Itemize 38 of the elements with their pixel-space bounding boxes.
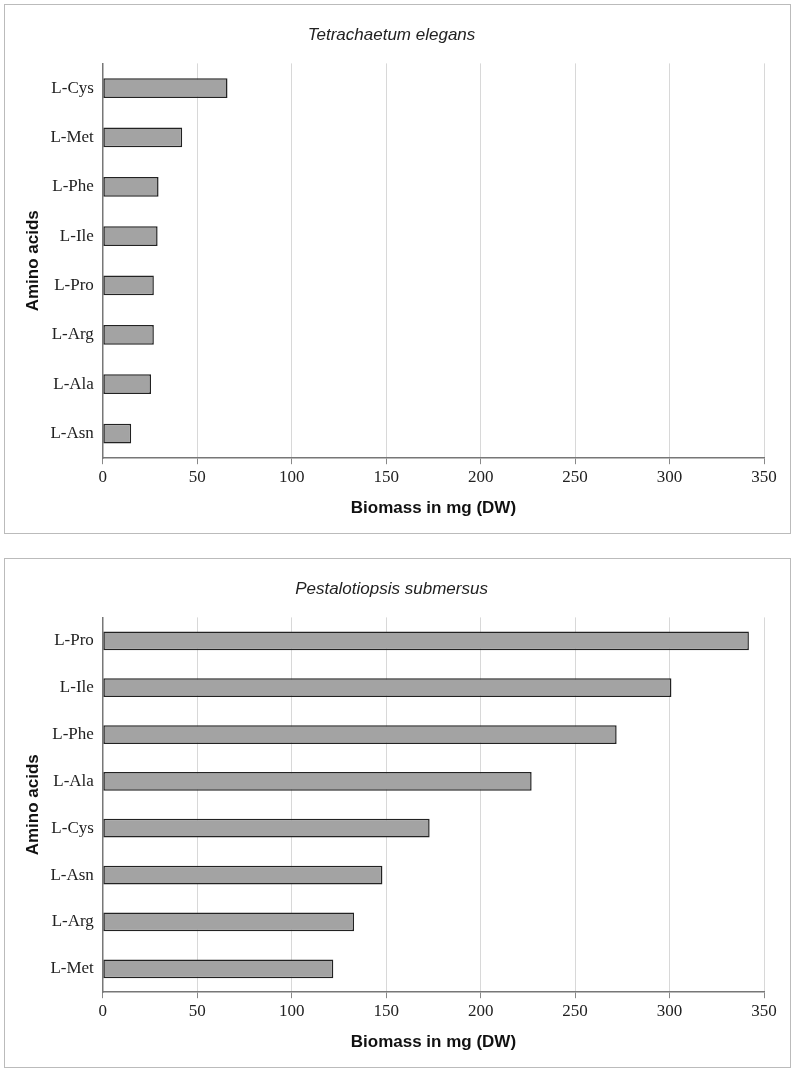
y-tick-label: L-Met <box>50 126 95 146</box>
x-tick-label: 300 <box>656 466 683 486</box>
y-tick-label: L-Phe <box>52 176 94 196</box>
x-tick-label: 100 <box>278 1000 305 1020</box>
y-tick-label: L-Cys <box>51 817 94 837</box>
y-tick-label: L-Ile <box>59 677 94 697</box>
y-axis-title: Amino acids <box>22 754 42 856</box>
x-tick-label: 0 <box>98 1000 108 1020</box>
x-tick-label: 250 <box>562 1000 588 1020</box>
y-tick-label: L-Arg <box>51 911 95 931</box>
y-tick-label: L-Arg <box>51 324 95 344</box>
y-axis-title: Amino acids <box>22 210 42 312</box>
x-tick-label: 150 <box>373 466 399 486</box>
x-tick-label: 50 <box>188 466 206 486</box>
x-axis-title: Biomass in mg (DW) <box>350 498 517 518</box>
y-tick-label: L-Ala <box>53 770 95 790</box>
x-tick-label: 350 <box>751 1000 777 1020</box>
x-tick-label: 0 <box>98 466 108 486</box>
y-tick-label: L-Phe <box>52 723 94 743</box>
x-tick-label: 250 <box>562 466 588 486</box>
x-tick-label: 100 <box>278 466 305 486</box>
x-tick-label: 200 <box>467 466 494 486</box>
x-tick-label: 350 <box>751 466 777 486</box>
x-axis-title: Biomass in mg (DW) <box>350 1032 517 1052</box>
y-tick-label: L-Pro <box>54 274 94 294</box>
chart-title: Tetrachaetum elegans <box>307 24 476 44</box>
y-tick-label: L-Asn <box>50 422 95 442</box>
y-tick-label: L-Pro <box>54 630 94 650</box>
x-tick-label: 200 <box>467 1000 494 1020</box>
y-tick-label: L-Ile <box>59 225 94 245</box>
x-tick-label: 300 <box>656 1000 683 1020</box>
y-tick-label: L-Asn <box>50 864 95 884</box>
y-tick-label: L-Cys <box>51 77 94 97</box>
y-tick-label: L-Ala <box>53 373 95 393</box>
y-tick-label: L-Met <box>50 958 95 978</box>
x-tick-label: 50 <box>188 1000 206 1020</box>
chart-title: Pestalotiopsis submersus <box>295 578 489 598</box>
x-tick-label: 150 <box>373 1000 399 1020</box>
